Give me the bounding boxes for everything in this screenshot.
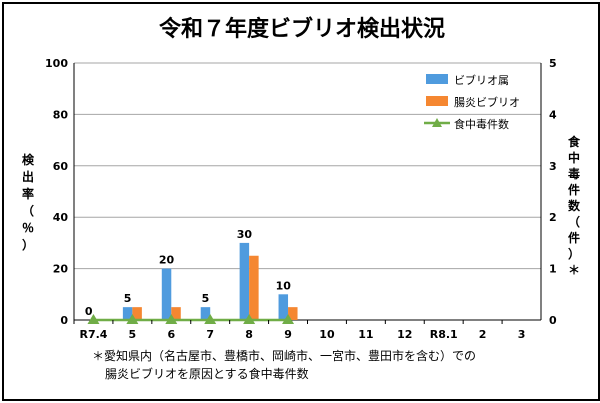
- y-tick-label: 0: [60, 314, 68, 327]
- x-tick-label: 10: [319, 328, 335, 341]
- footnote-line: 腸炎ビブリオを原因とする食中毒件数: [105, 366, 309, 381]
- y2-axis-label: 食中毒件数（件）＊: [567, 134, 581, 277]
- x-tick-label: R7.4: [79, 328, 107, 341]
- y2-axis-label-char: 中: [568, 150, 580, 165]
- x-tick-label: 7: [206, 328, 214, 341]
- y-tick-label: 60: [53, 160, 69, 173]
- y-axis-label-char: 検: [22, 152, 35, 167]
- y-tick-label: 40: [53, 211, 69, 224]
- legend-swatch: [426, 74, 448, 84]
- x-tick-label: 9: [284, 328, 292, 341]
- bar-parahaemolyticus: [171, 307, 181, 320]
- y-tick-label: 20: [53, 263, 69, 276]
- y2-tick-label: 4: [549, 108, 557, 121]
- bar-vibrio: [200, 307, 211, 320]
- bar-parahaemolyticus: [288, 307, 298, 320]
- y-axis-label-char: （: [22, 203, 34, 218]
- y2-axis-label-char: 数: [568, 198, 581, 213]
- data-label: 20: [159, 254, 175, 267]
- y2-axis-label-char: ）: [568, 246, 580, 261]
- y-tick-label: 100: [45, 57, 68, 70]
- data-label: 0: [85, 305, 93, 318]
- x-tick-label: 11: [358, 328, 373, 341]
- legend-label: ビブリオ属: [454, 73, 509, 87]
- y-axis-label-char: ）: [22, 237, 34, 252]
- chart-title: 令和７年度ビブリオ検出状況: [159, 16, 445, 42]
- data-label: 5: [202, 292, 210, 305]
- bar-vibrio: [161, 268, 172, 320]
- y-axis-label-char: 出: [22, 169, 34, 184]
- y2-axis-label-char: 毒: [568, 166, 580, 181]
- line-marker: [282, 314, 295, 324]
- y2-tick-label: 5: [549, 57, 557, 70]
- legend-marker: [432, 118, 442, 127]
- line-marker: [243, 314, 256, 324]
- data-label: 5: [124, 292, 132, 305]
- y2-tick-label: 3: [549, 160, 557, 173]
- y-axis-label-char: 率: [22, 186, 34, 201]
- bar-parahaemolyticus: [249, 255, 259, 320]
- legend-label: 腸炎ビブリオ: [454, 95, 520, 109]
- x-tick-label: 5: [129, 328, 137, 341]
- y2-axis-label-char: 食: [567, 134, 581, 149]
- y2-axis-label-char: ＊: [568, 263, 580, 277]
- y2-axis-label-char: 件: [568, 230, 580, 245]
- y-tick-label: 80: [53, 108, 69, 121]
- x-tick-label: 12: [397, 328, 412, 341]
- bar-vibrio: [278, 294, 289, 320]
- line-marker: [126, 314, 139, 324]
- footnote: ＊愛知県内（名古屋市、豊橋市、岡崎市、一宮市、豊田市を含む）での腸炎ビブリオを原…: [92, 348, 476, 381]
- bars: [122, 242, 298, 320]
- legend-swatch: [426, 96, 448, 106]
- y-axis-label-char: ％: [22, 221, 34, 235]
- x-tick-label: R8.1: [430, 328, 458, 341]
- data-label: 10: [276, 279, 292, 292]
- bar-vibrio: [122, 307, 133, 320]
- footnote-line: ＊愛知県内（名古屋市、豊橋市、岡崎市、一宮市、豊田市を含む）での: [92, 348, 476, 363]
- x-tick-label: 2: [479, 328, 487, 341]
- y-axis-label: 検出率 （ ％ ）: [22, 152, 35, 252]
- y2-tick-label: 0: [549, 314, 557, 327]
- y2-tick-label: 2: [549, 211, 557, 224]
- y2-axis-label-char: 件: [568, 182, 580, 197]
- data-labels: 0 5 20 5 30 10: [85, 228, 291, 318]
- bar-parahaemolyticus: [132, 307, 142, 320]
- data-label: 30: [237, 228, 253, 241]
- line-marker: [165, 314, 178, 324]
- line-marker: [87, 314, 100, 324]
- line-marker: [204, 314, 217, 324]
- y2-tick-label: 1: [549, 263, 557, 276]
- x-tick-label: 6: [167, 328, 175, 341]
- y2-axis-label-char: （: [568, 214, 580, 229]
- x-tick-label: 3: [518, 328, 526, 341]
- x-tick-label: 8: [245, 328, 253, 341]
- chart: 令和７年度ビブリオ検出状況 検出率（％） 食中毒件数（件）＊ 052053010…: [22, 16, 581, 381]
- legend-label: 食中毒件数: [454, 117, 509, 131]
- bar-vibrio: [239, 242, 250, 320]
